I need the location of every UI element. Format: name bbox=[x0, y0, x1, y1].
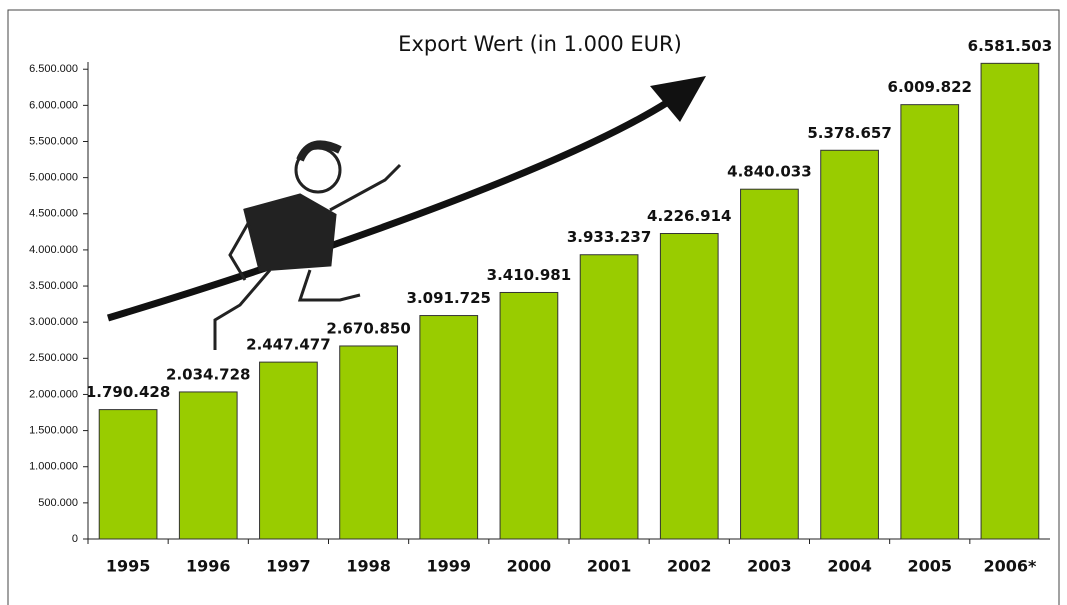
x-tick-label: 2003 bbox=[747, 557, 792, 576]
value-label: 1.790.428 bbox=[86, 383, 170, 401]
x-tick-label: 2002 bbox=[667, 557, 712, 576]
value-label: 2.670.850 bbox=[326, 319, 410, 337]
bar bbox=[99, 410, 157, 539]
value-label: 6.581.503 bbox=[968, 37, 1052, 55]
value-label: 6.009.822 bbox=[888, 78, 972, 96]
value-label: 3.410.981 bbox=[487, 266, 571, 284]
y-tick-label: 0 bbox=[72, 533, 78, 545]
x-tick-label: 1998 bbox=[346, 557, 391, 576]
y-tick-label: 500.000 bbox=[38, 497, 78, 509]
x-tick-label: 2005 bbox=[907, 557, 952, 576]
bar bbox=[580, 255, 638, 539]
bar bbox=[500, 292, 558, 539]
x-tick-label: 1995 bbox=[106, 557, 151, 576]
y-tick-label: 5.500.000 bbox=[29, 135, 78, 147]
x-tick-label: 2004 bbox=[827, 557, 872, 576]
bar bbox=[901, 105, 959, 539]
value-label: 4.226.914 bbox=[647, 207, 731, 225]
x-tick-label: 2001 bbox=[587, 557, 632, 576]
y-tick-label: 4.000.000 bbox=[29, 244, 78, 256]
bar bbox=[660, 234, 718, 539]
y-tick-label: 2.000.000 bbox=[29, 388, 78, 400]
bar bbox=[821, 150, 879, 539]
bar bbox=[179, 392, 237, 539]
value-label: 5.378.657 bbox=[807, 124, 891, 142]
x-tick-label: 2006* bbox=[983, 557, 1037, 576]
x-tick-label: 1996 bbox=[186, 557, 231, 576]
bar bbox=[420, 316, 478, 539]
bar bbox=[981, 63, 1039, 539]
value-label: 4.840.033 bbox=[727, 163, 811, 181]
y-tick-label: 6.500.000 bbox=[29, 63, 78, 75]
value-label: 2.034.728 bbox=[166, 365, 250, 383]
chart: Export Wert (in 1.000 EUR) 0 500.000 1.000… bbox=[0, 0, 1067, 605]
bar bbox=[741, 189, 799, 539]
y-tick-label: 3.000.000 bbox=[29, 316, 78, 328]
x-tick-label: 1999 bbox=[426, 557, 471, 576]
chart-title: Export Wert (in 1.000 EUR) bbox=[398, 32, 682, 56]
y-tick-label: 1.500.000 bbox=[29, 424, 78, 436]
value-label: 2.447.477 bbox=[246, 336, 330, 354]
y-tick-label: 1.000.000 bbox=[29, 461, 78, 473]
y-tick-label: 6.000.000 bbox=[29, 99, 78, 111]
x-tick-label: 2000 bbox=[507, 557, 552, 576]
y-tick-label: 4.500.000 bbox=[29, 208, 78, 220]
value-label: 3.091.725 bbox=[407, 289, 491, 307]
y-tick-label: 5.000.000 bbox=[29, 172, 78, 184]
value-label: 3.933.237 bbox=[567, 228, 651, 246]
y-tick-label: 3.500.000 bbox=[29, 280, 78, 292]
bar bbox=[340, 346, 398, 539]
bar bbox=[260, 362, 318, 539]
y-tick-label: 2.500.000 bbox=[29, 352, 78, 364]
x-tick-label: 1997 bbox=[266, 557, 311, 576]
